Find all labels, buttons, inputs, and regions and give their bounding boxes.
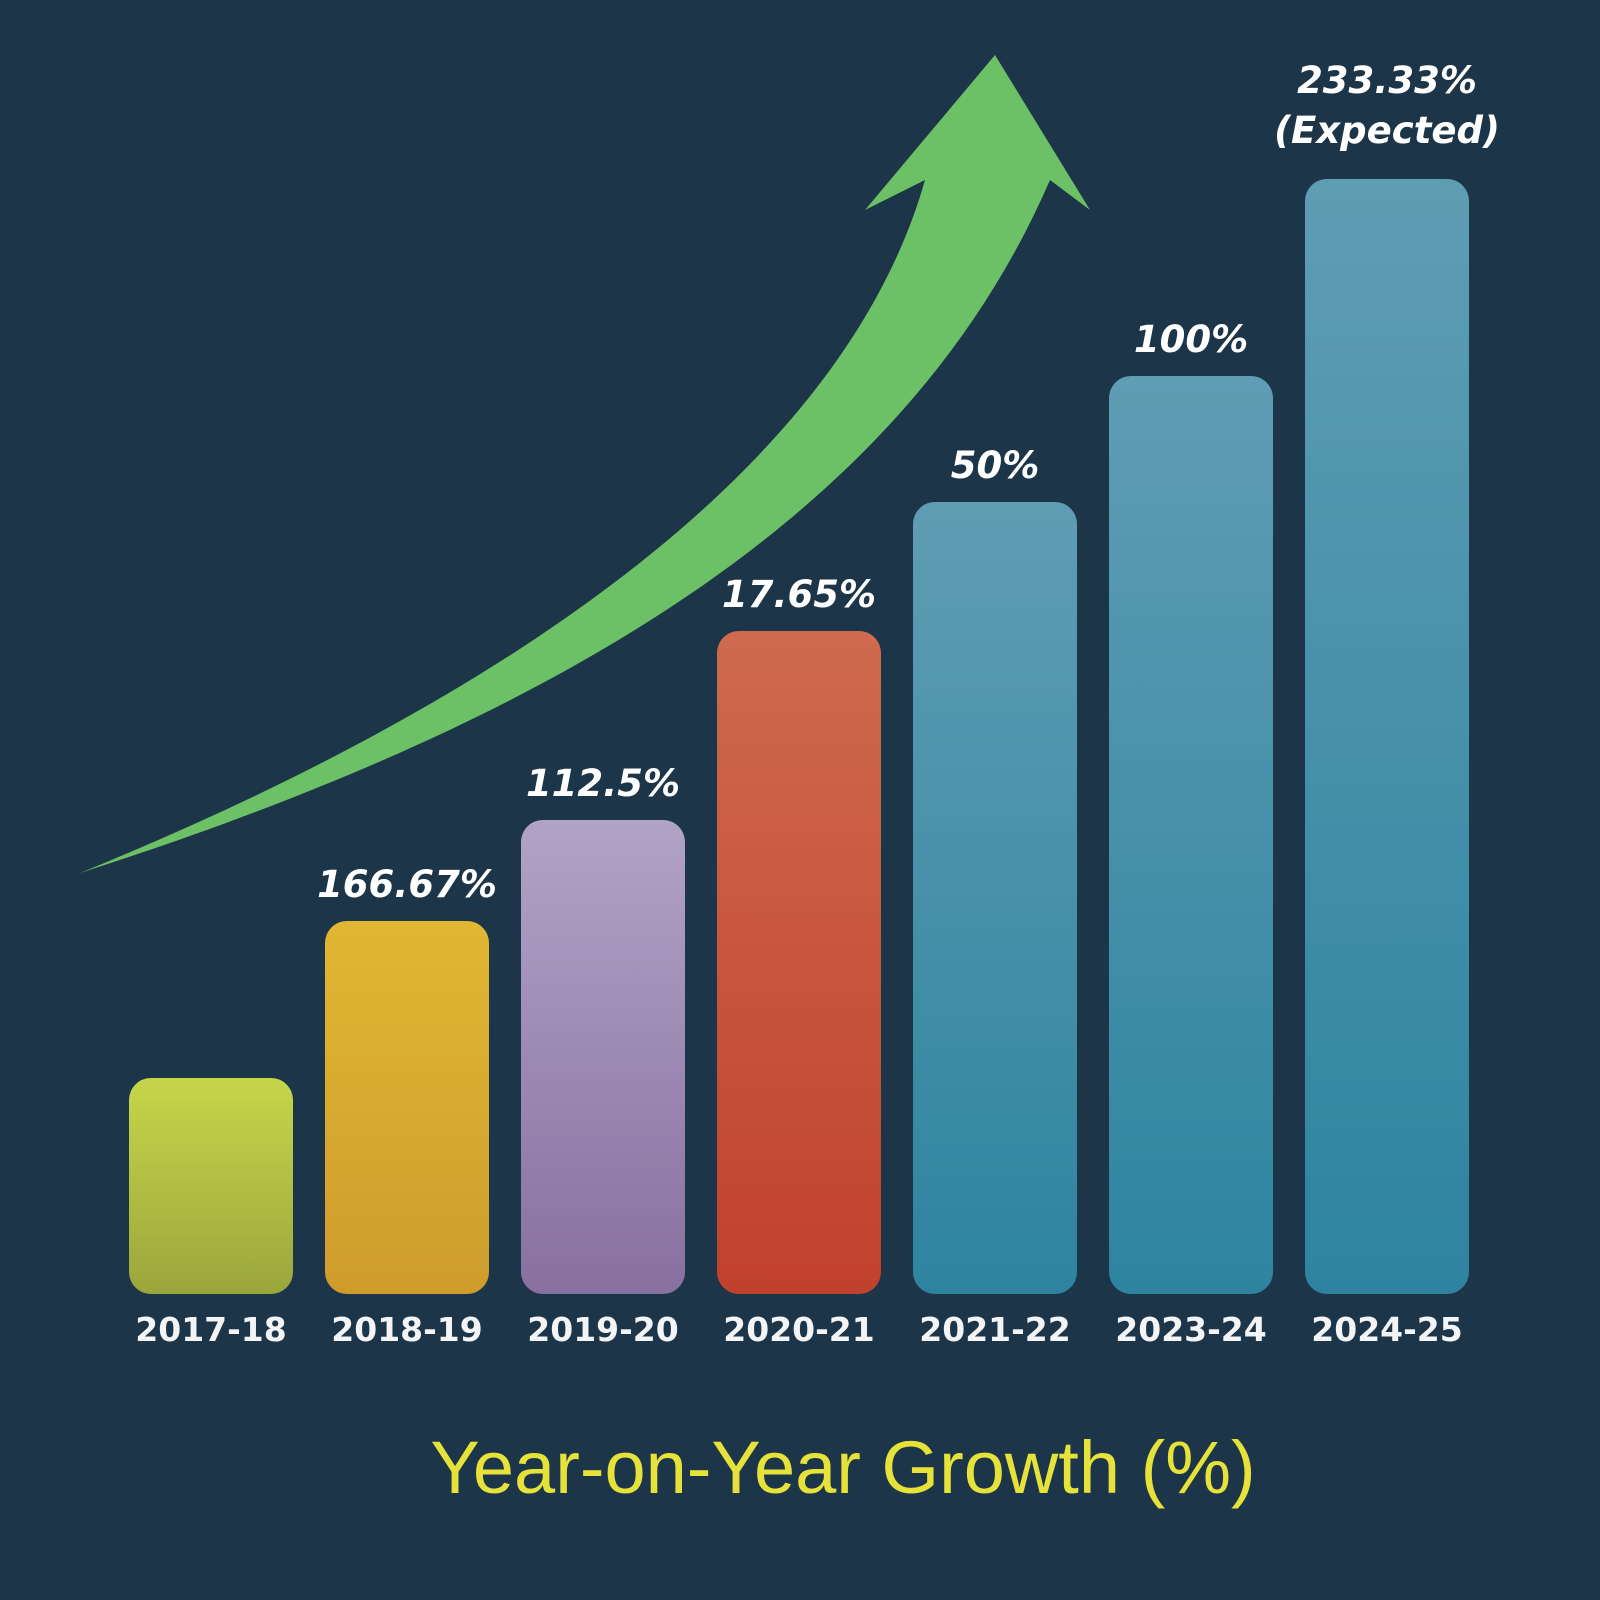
bar-value-label-2024-25: 233.33%	[1297, 59, 1477, 102]
bar-2018-19	[325, 921, 489, 1294]
bar-2021-22	[913, 502, 1077, 1294]
bar-value-label-2019-20: 112.5%	[526, 762, 680, 805]
x-tick-label-2019-20: 2019-20	[527, 1310, 678, 1349]
x-tick-label-2020-21: 2020-21	[723, 1310, 874, 1349]
bar-value-label-2020-21: 17.65%	[722, 573, 876, 616]
x-tick-label-2018-19: 2018-19	[331, 1310, 482, 1349]
chart-title: Year-on-Year Growth (%)	[430, 1426, 1255, 1509]
bar-2023-24	[1109, 376, 1273, 1294]
bar-2024-25	[1305, 179, 1469, 1294]
bar-value-label-2023-24: 100%	[1134, 318, 1248, 361]
bar-2019-20	[521, 820, 685, 1294]
bar-value-label-2021-22: 50%	[951, 444, 1040, 487]
x-tick-label-2017-18: 2017-18	[135, 1310, 286, 1349]
bar-value-note-2024-25: (Expected)	[1274, 109, 1500, 152]
x-tick-label-2023-24: 2023-24	[1115, 1310, 1266, 1349]
bar-2017-18	[129, 1078, 293, 1294]
x-tick-label-2024-25: 2024-25	[1311, 1310, 1462, 1349]
bar-2020-21	[717, 631, 881, 1294]
x-tick-label-2021-22: 2021-22	[919, 1310, 1070, 1349]
trend-arrow-icon	[80, 55, 1090, 873]
bar-value-label-2018-19: 166.67%	[317, 863, 497, 906]
